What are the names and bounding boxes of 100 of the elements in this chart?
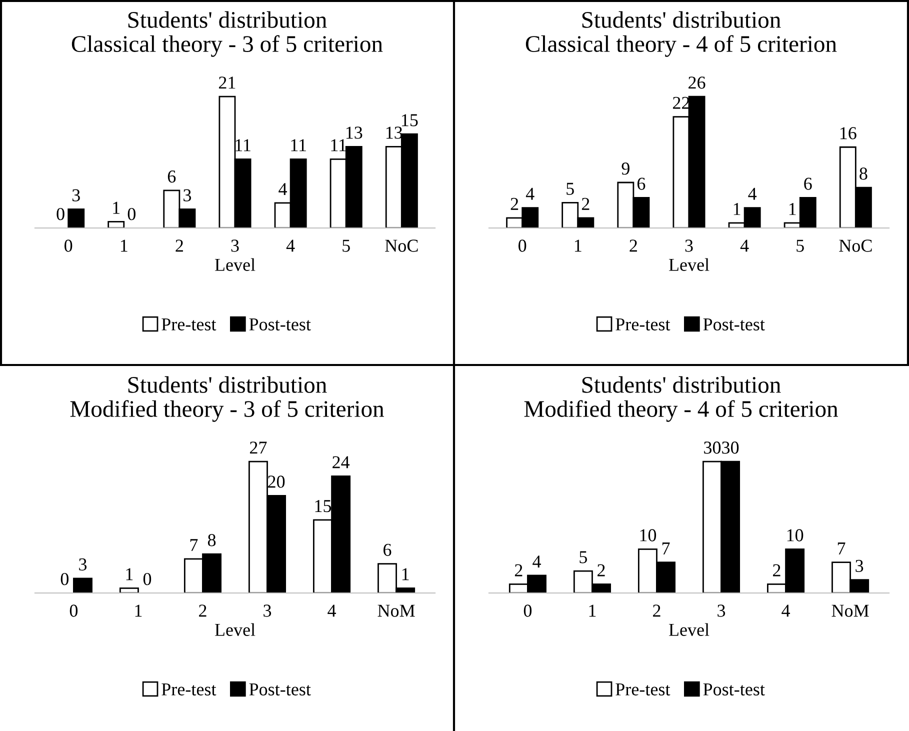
legend-label: Pre-test: [162, 318, 216, 330]
data-label: 8: [860, 168, 868, 180]
data-label: 2: [598, 564, 605, 576]
data-label: 2: [514, 564, 522, 576]
bar: [68, 208, 85, 228]
data-label: 10: [640, 529, 656, 542]
data-label: 13: [346, 126, 362, 139]
data-label: 11: [331, 139, 346, 152]
legend-label: Post-test: [249, 683, 311, 696]
legend-label: Pre-test: [162, 683, 216, 696]
data-label: 4: [532, 556, 541, 568]
data-label: 7: [190, 539, 198, 551]
x-tick-label: 0: [70, 604, 78, 617]
chart-title: Students' distribution: [582, 11, 781, 28]
data-label: 2: [773, 564, 780, 576]
data-label: 3: [856, 560, 864, 572]
legend-label: Post-test: [703, 318, 765, 330]
x-tick-label: 1: [120, 240, 128, 252]
x-tick-label: NoC: [839, 240, 872, 252]
data-label: 0: [128, 208, 136, 220]
data-label: 9: [622, 162, 630, 175]
data-label: 16: [840, 127, 856, 140]
legend-label: Pre-test: [616, 683, 670, 696]
chart-title: Students' distribution: [128, 11, 327, 28]
data-label: 1: [113, 202, 120, 214]
x-axis-title: Level: [214, 623, 256, 636]
x-tick-label: 1: [589, 604, 596, 617]
x-tick-label: NoM: [832, 604, 869, 617]
x-tick-label: 4: [328, 604, 336, 617]
data-label: 0: [60, 572, 69, 586]
x-tick-label: 3: [264, 604, 272, 617]
chart-title: Students' distribution: [582, 376, 781, 393]
x-tick-label: 4: [740, 240, 749, 252]
chart-subtitle: Classical theory - 3 of 5 criterion: [72, 35, 383, 57]
legend-label: Post-test: [249, 318, 311, 330]
x-axis-title: Level: [668, 258, 710, 271]
x-tick-label: 1: [574, 240, 582, 252]
x-tick-label: 2: [653, 604, 660, 617]
x-tick-label: 3: [685, 240, 693, 252]
x-tick-label: 3: [718, 604, 726, 617]
data-label: 30: [722, 442, 739, 454]
legend-label: Post-test: [703, 683, 765, 696]
x-tick-label: 5: [796, 240, 804, 252]
data-label: 24: [332, 456, 350, 468]
data-label: 26: [688, 76, 706, 89]
bar: [73, 578, 92, 593]
x-tick-label: 2: [176, 240, 183, 252]
x-tick-label: 1: [135, 604, 142, 617]
data-label: 6: [637, 178, 646, 190]
x-tick-label: 0: [64, 240, 72, 252]
x-tick-label: 4: [286, 240, 295, 252]
data-label: 8: [208, 534, 216, 546]
data-label: 4: [748, 188, 757, 200]
data-label: 4: [526, 188, 534, 200]
chart-subtitle: Classical theory - 4 of 5 criterion: [526, 35, 837, 57]
data-label: 2: [510, 198, 518, 210]
x-tick-label: 0: [524, 604, 532, 617]
data-label: 2: [582, 198, 590, 210]
x-tick-label: 4: [782, 604, 790, 617]
x-tick-label: 0: [518, 240, 526, 252]
data-label: 5: [580, 551, 587, 564]
data-label: 15: [402, 114, 418, 126]
legend-label: Pre-test: [616, 318, 670, 330]
data-label: 7: [662, 542, 670, 554]
data-label: 21: [218, 76, 236, 89]
data-label: 4: [278, 183, 288, 195]
chart-subtitle: Modified theory - 3 of 5 criterion: [70, 400, 384, 422]
data-label: 7: [838, 542, 846, 554]
data-label: 11: [291, 139, 306, 152]
data-label: 0: [143, 572, 152, 586]
data-label: 6: [804, 178, 812, 190]
data-label: 1: [402, 568, 409, 580]
bar: [119, 587, 139, 593]
x-tick-label: NoC: [385, 240, 418, 252]
data-label: 3: [184, 189, 192, 202]
data-label: 0: [56, 208, 64, 220]
chart-subtitle: Modified theory - 4 of 5 criterion: [524, 400, 838, 422]
x-tick-label: NoM: [378, 604, 415, 617]
x-axis-title: Level: [214, 258, 256, 271]
x-tick-label: 3: [231, 240, 239, 252]
data-label: 15: [315, 500, 332, 512]
data-label: 27: [250, 442, 267, 454]
x-axis-title: Level: [668, 623, 710, 636]
data-label: 6: [384, 544, 392, 556]
bar: [108, 221, 125, 228]
data-label: 3: [72, 189, 80, 202]
data-label: 1: [789, 203, 796, 215]
data-label: 6: [168, 170, 176, 183]
data-label: 10: [787, 529, 804, 542]
x-tick-label: 2: [199, 604, 206, 617]
data-label: 20: [268, 476, 285, 488]
data-label: 1: [126, 568, 133, 580]
chart-title: Students' distribution: [128, 376, 327, 393]
data-label: 30: [704, 442, 721, 454]
data-label: 5: [566, 182, 574, 195]
data-label: 22: [672, 96, 690, 109]
x-tick-label: 2: [630, 240, 637, 252]
data-label: 1: [734, 203, 740, 215]
data-label: 11: [236, 139, 250, 152]
x-tick-label: 5: [342, 240, 350, 252]
